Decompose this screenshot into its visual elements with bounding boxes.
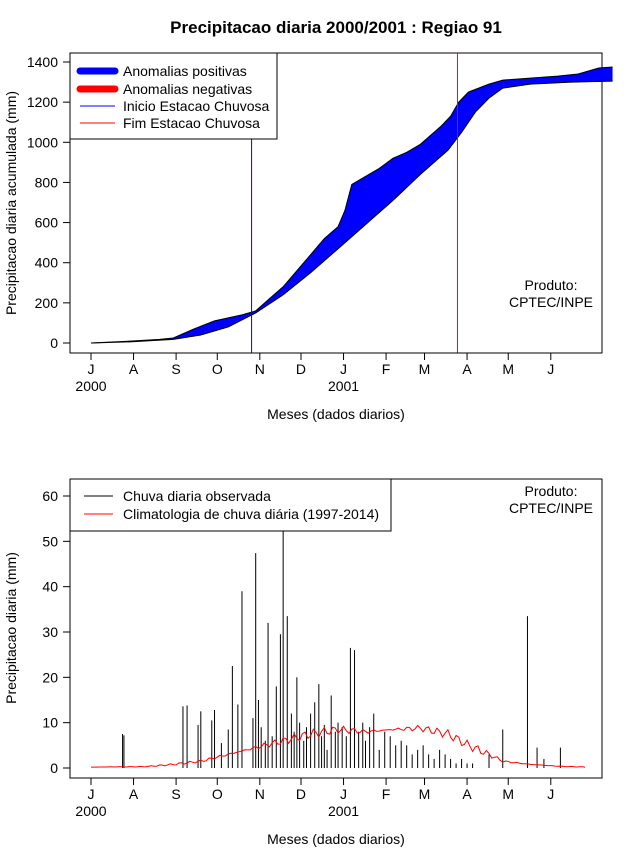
y-tick-label: 1000 <box>27 134 58 150</box>
y-tick-label: 400 <box>35 255 59 271</box>
observed-rain-bars <box>122 489 561 768</box>
chart-title: Precipitacao diaria 2000/2001 : Regiao 9… <box>170 18 502 37</box>
year-label: 2001 <box>328 803 359 819</box>
y-tick-label: 40 <box>42 579 58 595</box>
legend-label-negative: Anomalias negativas <box>123 81 252 97</box>
product-label-line1: Produto: <box>525 277 578 293</box>
legend-label-positive: Anomalias positivas <box>123 63 247 79</box>
year-label: 2001 <box>328 378 359 394</box>
x-tick-label: A <box>462 786 472 802</box>
x-tick-label: M <box>419 786 431 802</box>
y-tick-label: 1200 <box>27 94 58 110</box>
x-tick-label: M <box>502 786 514 802</box>
y-tick-label: 1400 <box>27 54 58 70</box>
climatology-cumulative-line <box>90 80 613 344</box>
y-tick-label: 800 <box>35 174 59 190</box>
x-tick-label: J <box>340 361 347 377</box>
y-axis: 0 10 20 30 40 50 60 <box>42 488 71 776</box>
legend-label-start: Inicio Estacao Chuvosa <box>123 98 270 114</box>
x-tick-label: F <box>382 786 391 802</box>
legend: Chuva diaria observada Climatologia de c… <box>69 478 392 532</box>
y-tick-label: 0 <box>50 335 58 351</box>
x-tick-label: A <box>129 361 139 377</box>
climatology-daily-line <box>91 724 586 768</box>
climatology-line <box>91 724 586 768</box>
product-label-line1: Produto: <box>525 483 578 499</box>
legend-label-climatology: Climatologia de chuva diária (1997-2014) <box>123 506 379 522</box>
x-tick-label: N <box>255 786 265 802</box>
y-axis: 0 200 400 600 800 1000 1200 1400 <box>27 54 71 351</box>
x-tick-label: A <box>462 361 472 377</box>
y-axis-label: Precipitacao diaria acumulada (mm) <box>3 91 19 315</box>
x-tick-label: S <box>171 786 180 802</box>
x-axis-label: Meses (dados diarios) <box>267 831 405 847</box>
anomaly-area <box>90 66 613 344</box>
x-axis-label: Meses (dados diarios) <box>267 406 405 422</box>
x-tick-label: A <box>129 786 139 802</box>
y-tick-label: 10 <box>42 715 58 731</box>
y-tick-label: 30 <box>42 624 58 640</box>
y-tick-label: 60 <box>42 488 58 504</box>
observed-cumulative-line <box>90 66 613 344</box>
x-tick-label: O <box>212 361 223 377</box>
legend-label-end: Fim Estacao Chuvosa <box>123 115 260 131</box>
y-tick-label: 600 <box>35 215 59 231</box>
y-tick-label: 0 <box>50 760 58 776</box>
x-tick-label: J <box>547 786 554 802</box>
y-axis-label: Precipitacao diaria (mm) <box>3 552 19 704</box>
x-tick-label: S <box>171 361 180 377</box>
year-label: 2000 <box>75 378 106 394</box>
legend-box <box>69 52 278 140</box>
y-tick-label: 20 <box>42 669 58 685</box>
legend-box <box>69 478 392 532</box>
x-tick-label: D <box>296 361 306 377</box>
legend: Anomalias positivas Anomalias negativas … <box>69 52 278 140</box>
positive-anomaly-fill <box>91 67 613 344</box>
year-label: 2000 <box>75 803 106 819</box>
x-tick-label: F <box>382 361 391 377</box>
legend-label-observed: Chuva diaria observada <box>123 488 271 504</box>
x-tick-label: D <box>296 786 306 802</box>
x-tick-label: J <box>547 361 554 377</box>
x-tick-label: M <box>502 361 514 377</box>
x-tick-label: J <box>340 786 347 802</box>
x-tick-label: O <box>212 786 223 802</box>
y-tick-label: 200 <box>35 295 59 311</box>
x-tick-label: J <box>88 361 95 377</box>
y-tick-label: 50 <box>42 533 58 549</box>
product-label-line2: CPTEC/INPE <box>509 294 593 310</box>
x-tick-label: N <box>255 361 265 377</box>
product-label-line2: CPTEC/INPE <box>509 500 593 516</box>
x-tick-label: M <box>419 361 431 377</box>
x-tick-label: J <box>88 786 95 802</box>
